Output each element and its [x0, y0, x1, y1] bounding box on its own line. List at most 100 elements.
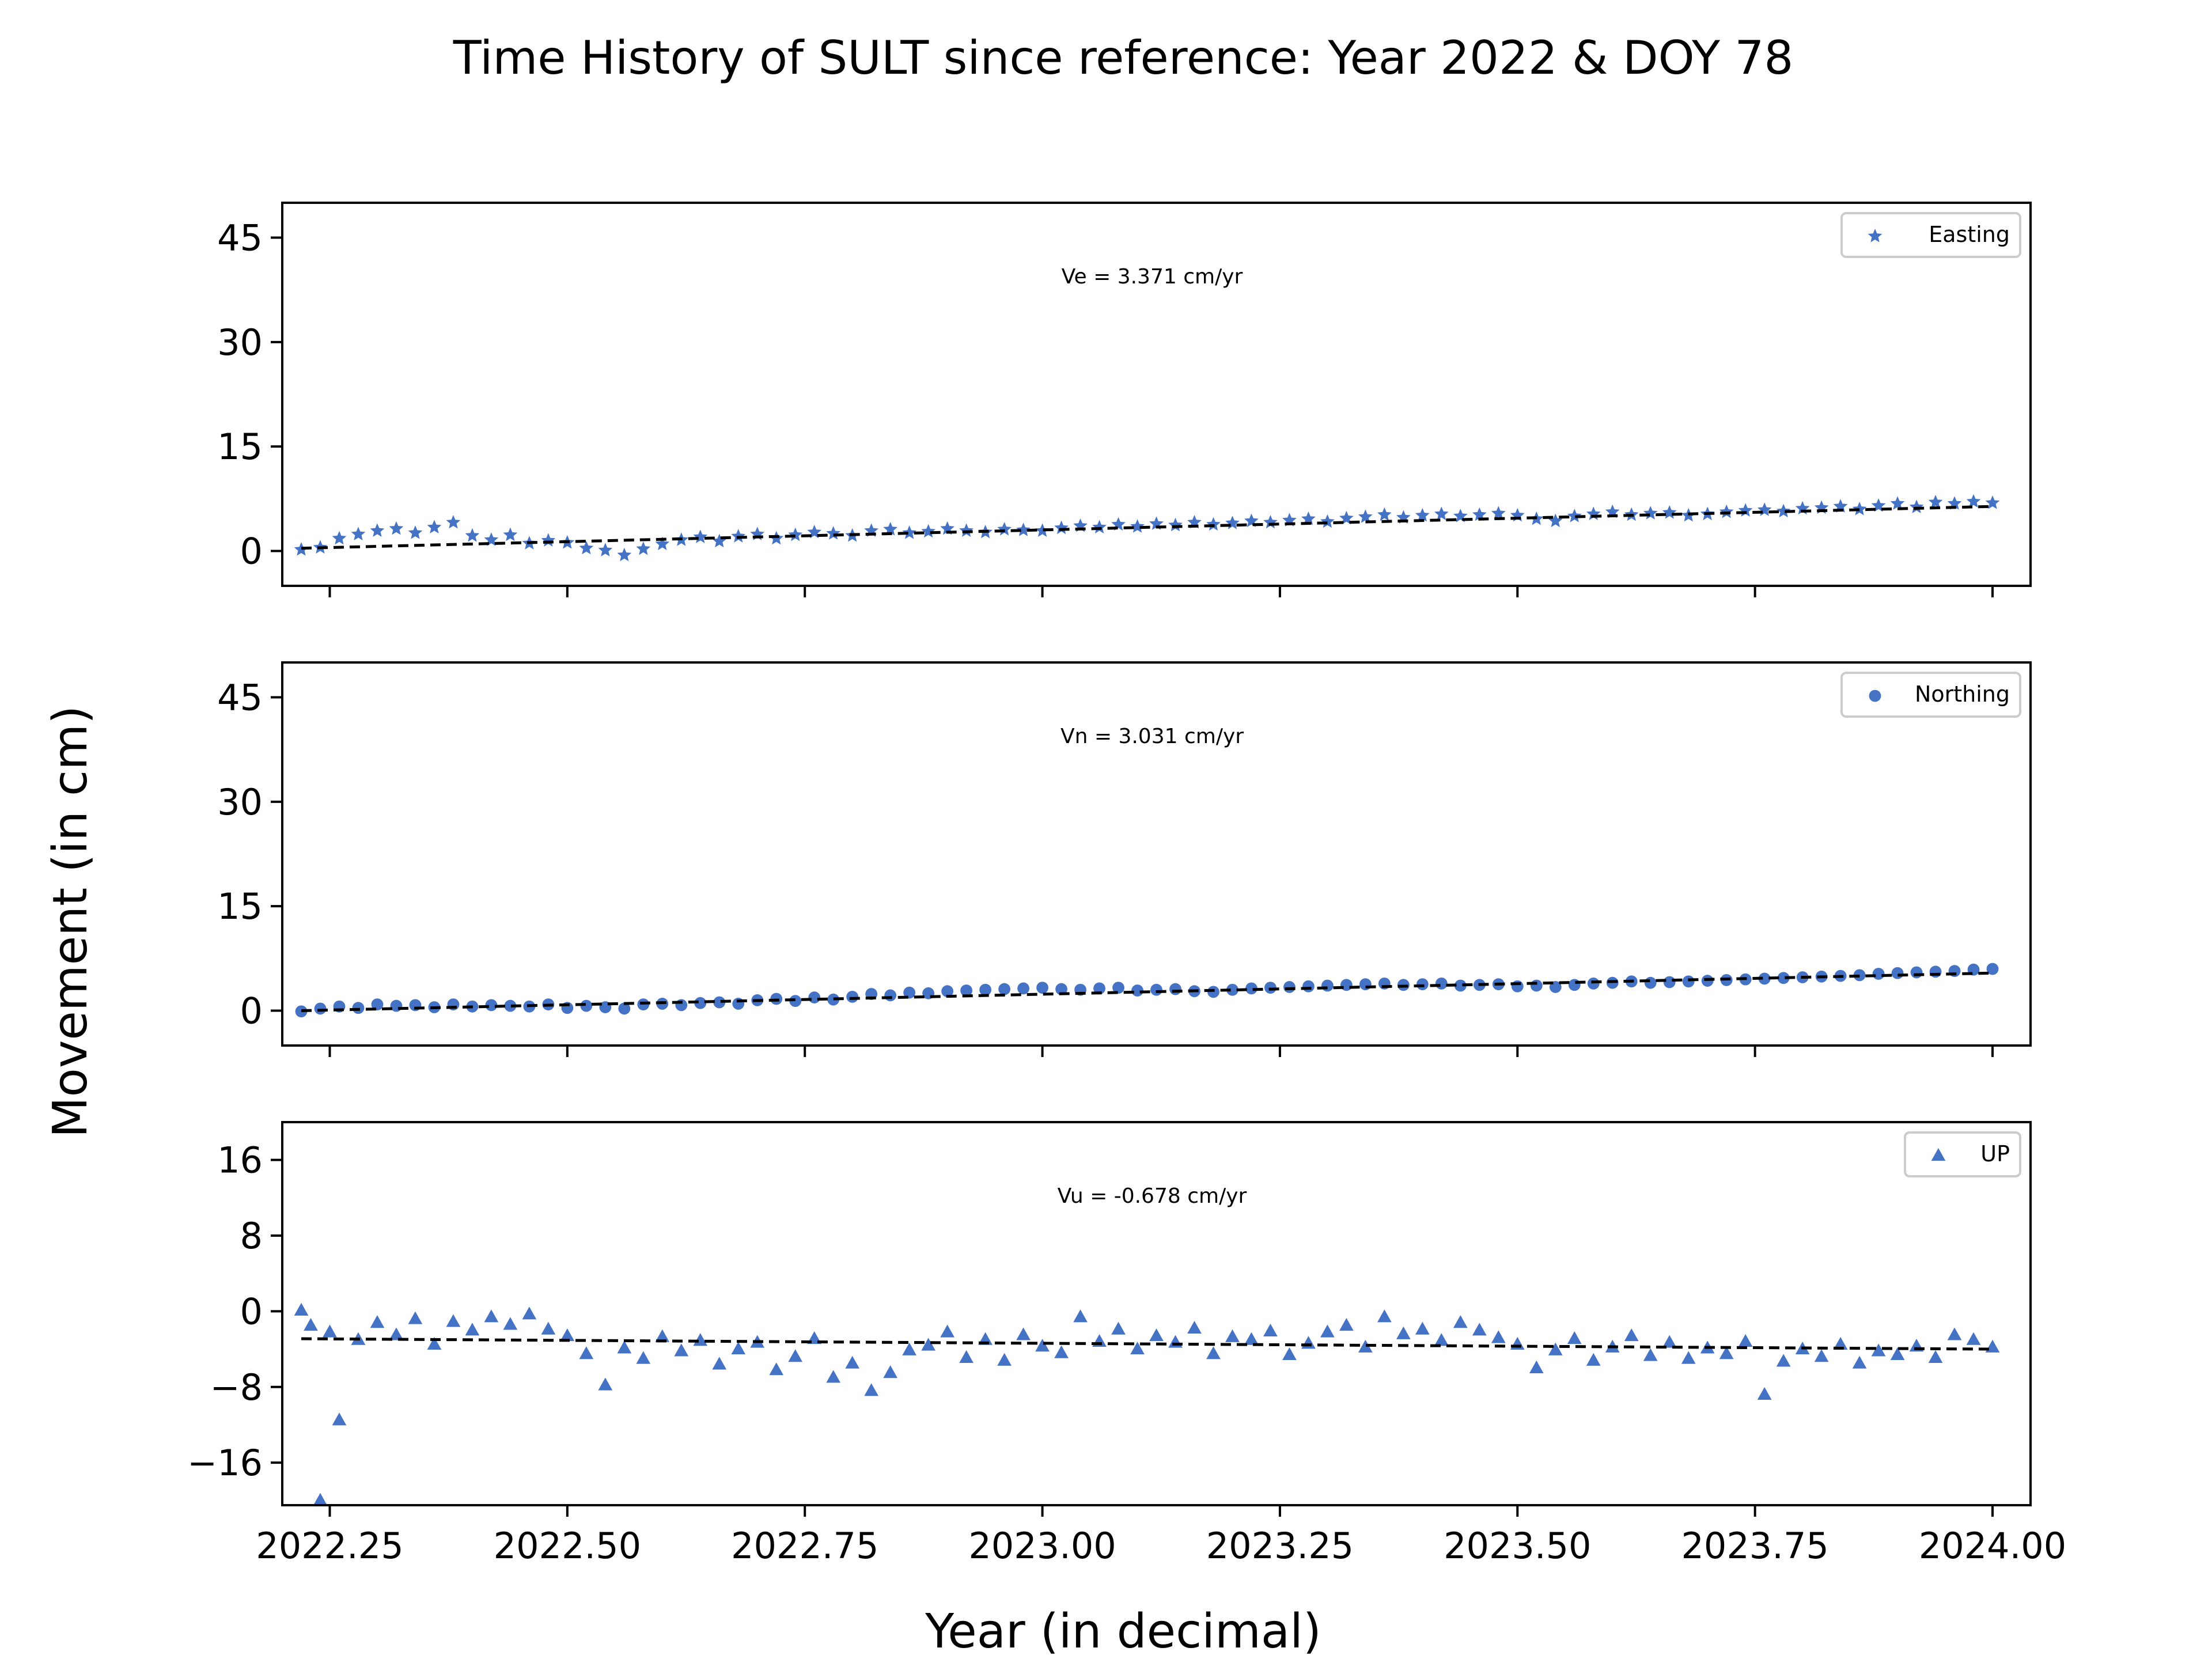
data-point: [1396, 1326, 1411, 1339]
y-tick-label: 30: [217, 781, 263, 823]
y-tick-label: 15: [217, 426, 263, 468]
data-point: [1454, 979, 1467, 992]
data-point: [1985, 1339, 2000, 1353]
data-point: [1244, 1332, 1259, 1345]
data-point: [1377, 507, 1392, 521]
x-tick-label: 2022.50: [494, 1525, 641, 1567]
data-point: [1206, 517, 1221, 531]
data-point: [1434, 1333, 1449, 1346]
legend-box: [1840, 212, 2021, 258]
x-tick-label: 2022.75: [731, 1525, 878, 1567]
data-point: [1358, 1339, 1373, 1353]
legend-label: Northing: [1915, 681, 2010, 707]
data-point: [694, 997, 707, 1009]
legend: UP: [1904, 1131, 2021, 1177]
x-tick-label: 2024.00: [1919, 1525, 2066, 1567]
data-point: [1206, 1346, 1221, 1359]
data-point: [1643, 1348, 1658, 1361]
data-point: [1985, 495, 2000, 509]
data-point: [1359, 978, 1372, 990]
data-point: [769, 1362, 784, 1376]
data-point: [1054, 520, 1069, 535]
data-point: [1510, 1336, 1525, 1350]
data-point: [979, 983, 991, 996]
data-point: [465, 528, 480, 542]
data-point: [1301, 511, 1316, 525]
data-point: [1415, 1321, 1430, 1335]
data-point: [1207, 986, 1219, 998]
data-point: [598, 543, 613, 556]
figure-title: Time History of SULT since reference: Ye…: [453, 31, 1794, 85]
data-point: [788, 1349, 803, 1362]
data-point: [693, 529, 708, 543]
data-point: [1719, 1346, 1734, 1359]
data-point: [826, 1370, 841, 1383]
data-point: [1928, 494, 1943, 509]
data-point: [712, 1357, 727, 1370]
panel-northing: 0 15 30 45 Vn = 3.031 cm/yr Northing: [217, 661, 2032, 1057]
data-point: [1491, 1330, 1506, 1343]
data-point: [1491, 506, 1506, 520]
data-point: [1567, 1331, 1582, 1344]
velocity-annotation: Vu = -0.678 cm/yr: [1058, 1184, 1247, 1208]
data-point: [323, 1324, 337, 1338]
data-point: [959, 523, 974, 537]
data-point: [579, 540, 594, 555]
data-point: [1757, 1387, 1772, 1400]
panel-easting: 0 15 30 45 Ve = 3.371 cm/yr Easting: [217, 202, 2032, 597]
data-point: [1472, 507, 1487, 521]
data-point: [941, 985, 954, 998]
data-point: [503, 527, 518, 541]
data-point: [617, 547, 632, 562]
data-points: [295, 963, 1999, 1018]
data-point: [617, 1340, 632, 1354]
figure-x-axis-label: Year (in decimal): [925, 1604, 1321, 1659]
data-point: [1092, 520, 1107, 533]
y-tick-label: 45: [217, 217, 263, 259]
data-point: [1340, 979, 1353, 991]
data-point: [1568, 979, 1581, 991]
data-point: [1777, 972, 1790, 984]
data-point: [371, 998, 384, 1011]
data-point: [1776, 503, 1791, 518]
data-point: [921, 1338, 935, 1351]
data-point: [826, 526, 840, 540]
y-tick-label: 16: [217, 1139, 263, 1181]
data-point: [427, 520, 442, 533]
data-point: [314, 1002, 327, 1015]
data-point: [294, 1302, 309, 1316]
data-point: [1586, 506, 1601, 520]
data-point: [1150, 983, 1162, 996]
data-point: [921, 524, 935, 538]
data-point: [560, 1328, 575, 1342]
data-point: [846, 990, 859, 1003]
data-point: [579, 1346, 594, 1359]
data-point: [1016, 1327, 1031, 1340]
data-point: [408, 525, 423, 539]
data-point: [655, 1329, 670, 1342]
data-point: [1168, 1335, 1183, 1348]
data-point: [1890, 496, 1905, 510]
data-point: [1586, 1353, 1601, 1366]
data-point: [1263, 515, 1278, 529]
data-point: [1986, 963, 1999, 975]
data-point: [541, 1321, 556, 1335]
data-point: [1377, 1309, 1392, 1323]
axes-frame: [281, 661, 2032, 1047]
data-point: [1852, 1355, 1867, 1369]
data-point: [940, 1324, 955, 1338]
data-point: [1682, 975, 1695, 988]
data-point: [1301, 1336, 1316, 1349]
data-point: [351, 527, 366, 540]
data-point: [864, 1383, 879, 1396]
data-point: [1891, 967, 1904, 979]
data-point: [1320, 1324, 1335, 1338]
data-point: [304, 1318, 318, 1331]
data-point: [788, 527, 803, 541]
data-point: [332, 531, 347, 545]
legend-label: UP: [1980, 1141, 2010, 1166]
data-point: [1245, 982, 1257, 995]
x-tick-label: 2023.75: [1681, 1525, 1828, 1567]
legend-marker: [1869, 690, 1881, 702]
data-point: [618, 1002, 631, 1015]
